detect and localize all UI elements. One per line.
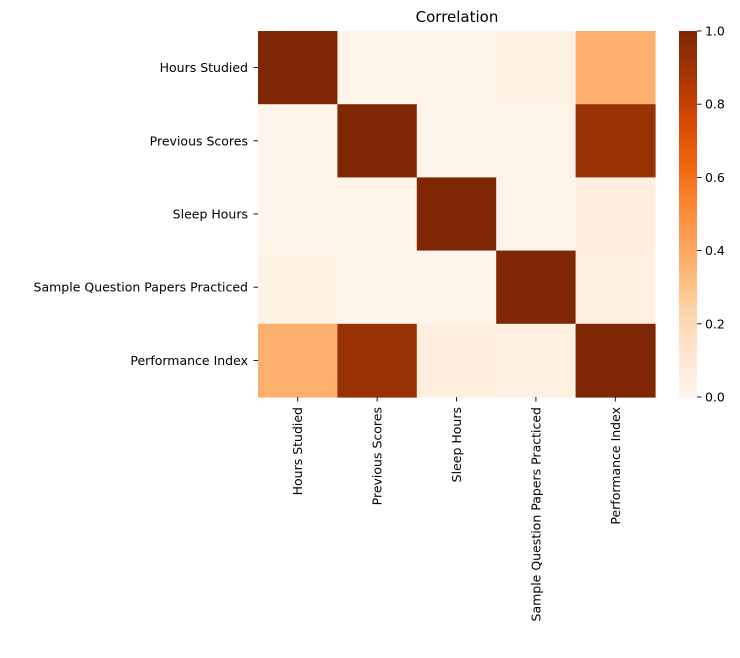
heatmap-cell (337, 177, 418, 252)
heatmap-cell (337, 31, 418, 105)
heatmap-cell (496, 323, 577, 398)
heatmap-cell (496, 250, 577, 325)
heatmap-cell (258, 31, 338, 105)
heatmap-cell (258, 323, 338, 398)
chart-title: Correlation (416, 8, 499, 26)
heatmap-cell (496, 177, 577, 252)
colorbar-tick-label: 1.0 (705, 24, 725, 39)
x-tick-label: Previous Scores (370, 407, 385, 505)
heatmap-cell (496, 104, 577, 178)
x-tick-label: Performance Index (608, 407, 623, 525)
colorbar-tick-label: 0.6 (705, 170, 725, 185)
heatmap-cells (258, 31, 656, 398)
colorbar-tick-label: 0.4 (705, 243, 725, 258)
y-tick-label: Hours Studied (160, 60, 248, 75)
heatmap-cell (258, 104, 338, 178)
heatmap-cell (575, 177, 656, 252)
heatmap-cell (496, 31, 577, 105)
colorbar-tick-label: 0.0 (705, 390, 725, 405)
heatmap-cell (575, 323, 656, 398)
heatmap-cell (337, 250, 418, 325)
heatmap-cell (416, 104, 497, 178)
y-tick-label: Performance Index (130, 353, 248, 368)
x-tick-label: Sample Question Papers Practiced (528, 407, 543, 621)
heatmap-cell (337, 104, 418, 178)
y-tick-label: Previous Scores (150, 133, 248, 148)
y-tick-label: Sleep Hours (173, 207, 248, 222)
y-tick-label: Sample Question Papers Practiced (34, 280, 248, 295)
heatmap-cell (575, 250, 656, 325)
heatmap-cell (575, 31, 656, 105)
heatmap-cell (416, 250, 497, 325)
x-axis-ticks: Hours Studied Previous Scores Sleep Hours S… (290, 397, 623, 621)
heatmap-cell (416, 31, 497, 105)
heatmap-cell (258, 250, 338, 325)
colorbar (679, 31, 697, 397)
x-tick-label: Sleep Hours (449, 407, 464, 482)
colorbar-ticks: 0.0 0.2 0.4 0.6 0.8 1.0 (697, 24, 725, 405)
y-axis-ticks: Hours Studied Previous Scores Sleep Hours S… (34, 60, 258, 368)
heatmap-cell (258, 177, 338, 252)
colorbar-tick-label: 0.2 (705, 316, 725, 331)
colorbar-tick-label: 0.8 (705, 97, 725, 112)
heatmap-cell (416, 323, 497, 398)
heatmap-cell (337, 323, 418, 398)
heatmap-cell (575, 104, 656, 178)
x-tick-label: Hours Studied (290, 407, 305, 495)
heatmap-cell (416, 177, 497, 252)
